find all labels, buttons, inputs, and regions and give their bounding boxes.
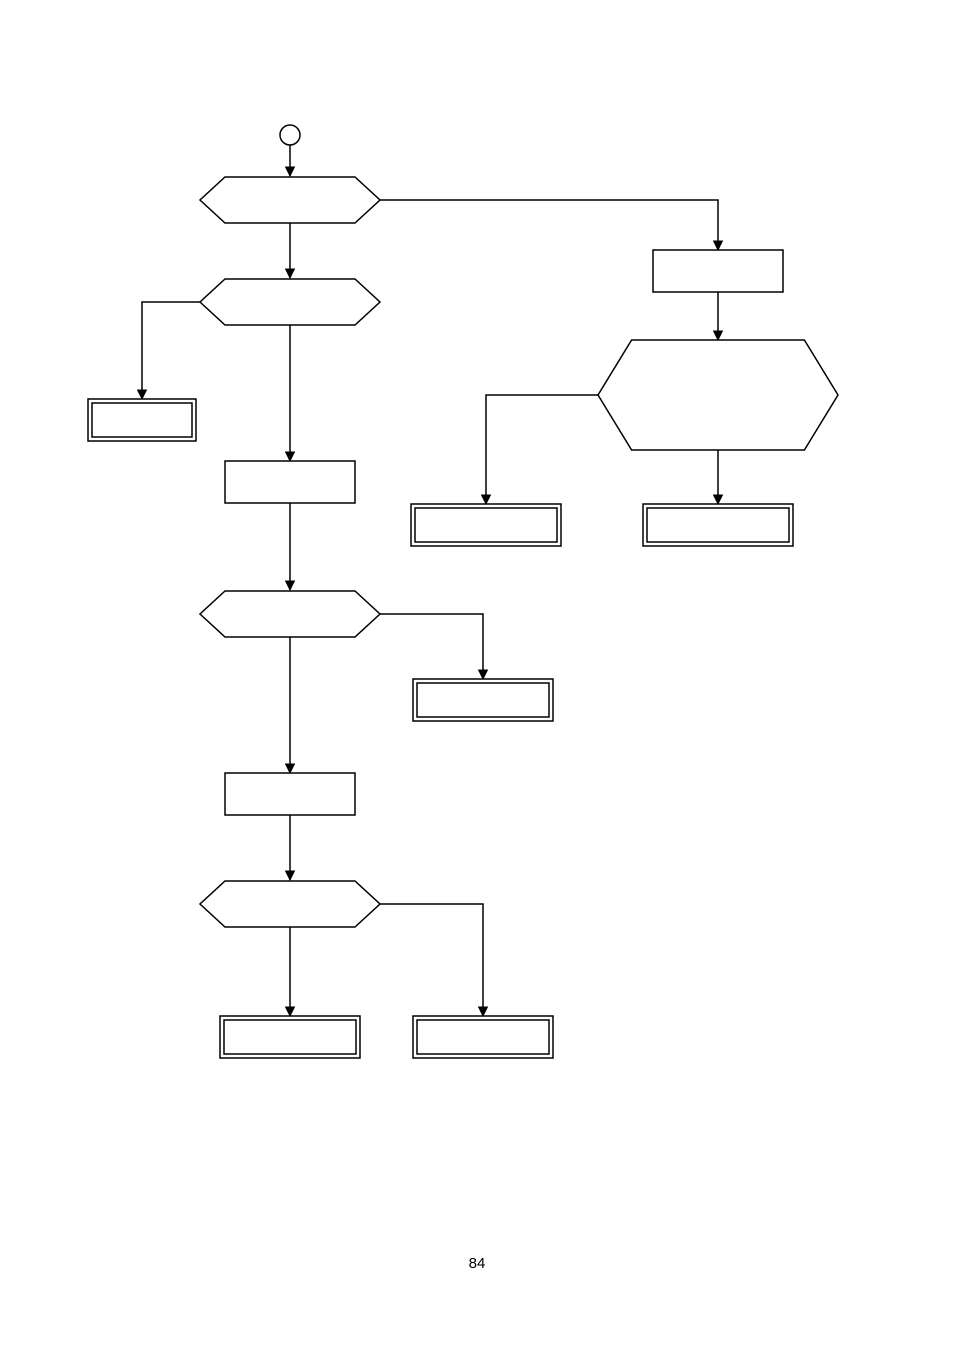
edge <box>380 904 483 1016</box>
edge <box>486 395 598 504</box>
node-proc1 <box>225 461 355 503</box>
node-dec2 <box>200 279 380 325</box>
edge <box>380 614 483 679</box>
node-proc3 <box>653 250 783 292</box>
node-start <box>280 125 300 145</box>
flowchart-svg <box>0 0 954 1351</box>
node-term5 <box>411 504 561 546</box>
node-term6 <box>643 504 793 546</box>
node-dec3 <box>200 591 380 637</box>
node-term2 <box>413 679 553 721</box>
node-proc2 <box>225 773 355 815</box>
page-number: 84 <box>0 1255 954 1272</box>
node-dec4 <box>200 881 380 927</box>
edge <box>380 200 718 250</box>
node-term1 <box>88 399 196 441</box>
edge <box>142 302 200 399</box>
node-dec1 <box>200 177 380 223</box>
node-dec5 <box>598 340 838 450</box>
node-term4 <box>413 1016 553 1058</box>
node-term3 <box>220 1016 360 1058</box>
